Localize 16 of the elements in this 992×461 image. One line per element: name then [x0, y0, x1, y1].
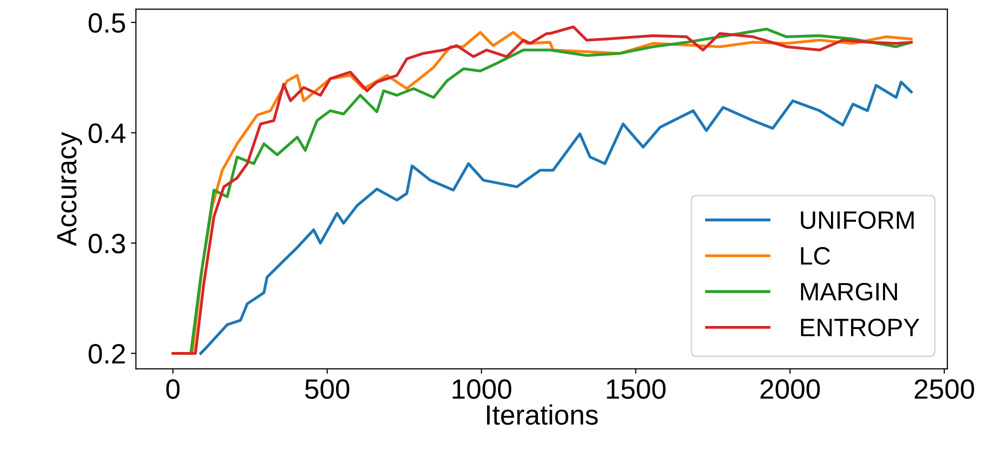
legend-label: LC	[801, 247, 830, 265]
x-tick-label: 1000	[452, 379, 512, 399]
x-tick-label: 2000	[760, 379, 820, 399]
y-axis-title: Accuracy	[57, 132, 82, 246]
legend-label: UNIFORM	[800, 211, 914, 229]
y-tick-label: 0.5	[88, 13, 126, 33]
y-tick-label: 0.3	[88, 234, 125, 254]
x-tick-label: 0	[166, 379, 180, 399]
x-tick-label: 1500	[606, 379, 666, 399]
legend-label: ENTROPY	[801, 318, 920, 336]
x-tick-label: 2500	[914, 379, 974, 399]
x-axis-title: Iterations	[487, 404, 598, 425]
legend-label: MARGIN	[801, 282, 897, 301]
y-tick-label: 0.2	[88, 344, 125, 364]
y-tick-label: 0.4	[88, 123, 126, 144]
x-tick-label: 500	[305, 379, 350, 399]
